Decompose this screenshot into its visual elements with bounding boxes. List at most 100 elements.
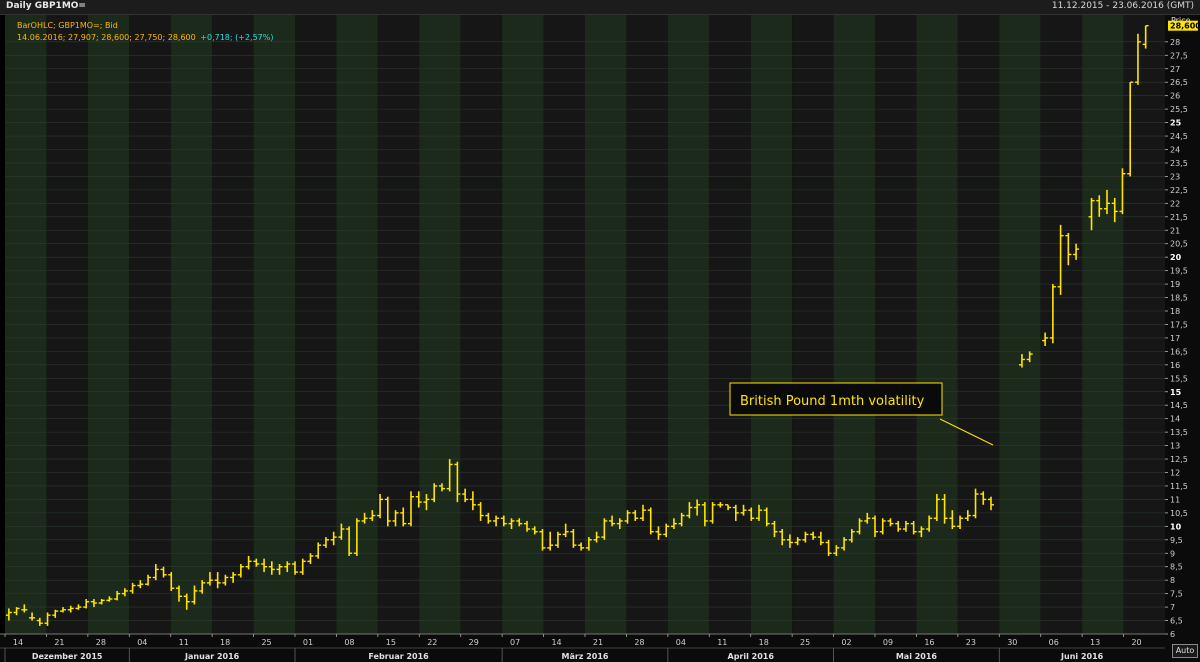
ohlc-bar xyxy=(377,494,384,519)
date-tick-label: 14 xyxy=(551,638,561,647)
ohlc-bar xyxy=(647,507,654,535)
ohlc-bar xyxy=(980,491,987,505)
ohlc-bar xyxy=(276,564,283,575)
last-price-label: 28,600 xyxy=(1170,22,1200,31)
ohlc-bar xyxy=(13,607,20,616)
ohlc-chart[interactable]: Price 6 6,5 7 7,5 8 8,5 9 9,5 10 10,5 11 11,5 12 12,5 1… xyxy=(0,15,1200,662)
price-tick-label: 17 xyxy=(1170,334,1180,343)
ohlc-bar xyxy=(90,599,97,608)
price-tick-label: 18 xyxy=(1170,307,1180,316)
date-tick-label: 11 xyxy=(179,638,189,647)
ohlc-bar xyxy=(261,558,268,573)
legend-ohlc-text: 14.06.2016; 27,907; 28,600; 27,750; 28,6… xyxy=(17,33,196,42)
ohlc-bar xyxy=(384,496,391,527)
ohlc-bar xyxy=(640,504,646,521)
price-tick-label: 12 xyxy=(1170,469,1180,478)
ohlc-bar xyxy=(83,599,90,609)
ohlc-bar xyxy=(524,520,530,532)
ohlc-bar xyxy=(856,518,863,535)
ohlc-bar xyxy=(75,604,82,610)
ohlc-bar xyxy=(941,494,948,524)
ohlc-bar xyxy=(206,572,213,586)
price-axis[interactable]: Price 6 6,5 7 7,5 8 8,5 9 9,5 10 10,5 11 11,5 12 12,5 1… xyxy=(1165,15,1200,662)
ohlc-bar xyxy=(578,542,585,551)
ohlc-bar xyxy=(763,507,770,527)
ohlc-bar xyxy=(106,596,113,602)
ohlc-bar xyxy=(230,572,237,583)
ohlc-bar xyxy=(1096,195,1103,217)
last-price-badge xyxy=(1168,20,1198,31)
date-tick-label: 02 xyxy=(841,638,851,647)
ohlc-bar xyxy=(268,561,275,575)
price-axis-panel xyxy=(1165,15,1200,662)
ohlc-bar xyxy=(338,523,345,540)
date-axis[interactable]: 14 21 28 04 11 18 25 01 08 15 22 29 07 14 21 28 04 11 18 25… xyxy=(0,633,1165,662)
ohlc-bar xyxy=(199,580,206,594)
price-axis-title: Price xyxy=(1171,16,1191,25)
ohlc-bar xyxy=(848,529,855,543)
price-tick-label: 14 xyxy=(1170,415,1180,424)
ohlc-bar xyxy=(1049,284,1056,344)
ohlc-bar xyxy=(129,582,136,594)
ohlc-bar xyxy=(392,510,399,527)
ohlc-bar xyxy=(60,607,66,613)
month-label: Juni 2016 xyxy=(1060,652,1104,661)
date-tick-label: 09 xyxy=(883,638,893,647)
ohlc-bar xyxy=(415,491,422,508)
ohlc-bar xyxy=(36,617,43,626)
price-tick-label: 23 xyxy=(1170,172,1180,181)
price-tick-label: 6 xyxy=(1170,630,1175,639)
ohlc-bar xyxy=(570,529,577,548)
ohlc-bar xyxy=(593,531,600,543)
price-tick-label: 6,5 xyxy=(1170,617,1183,626)
ohlc-bar xyxy=(562,523,569,538)
price-tick-label: 9 xyxy=(1170,549,1175,558)
ohlc-bar xyxy=(299,558,306,575)
ohlc-bar xyxy=(485,512,492,524)
ohlc-bar xyxy=(137,580,144,589)
ohlc-bar xyxy=(369,510,376,521)
price-tick-label: 20,5 xyxy=(1170,240,1188,249)
ohlc-bar xyxy=(408,491,414,527)
ohlc-bar xyxy=(779,529,786,546)
ohlc-bar xyxy=(183,593,190,610)
ohlc-bar xyxy=(330,531,337,546)
month-label: Mai 2016 xyxy=(896,652,938,661)
price-tick-label: 12,5 xyxy=(1170,455,1188,464)
ohlc-bar xyxy=(717,502,724,508)
ohlc-bar xyxy=(500,515,507,527)
date-tick-label: 04 xyxy=(137,638,147,647)
ohlc-bar xyxy=(655,526,662,540)
legend-change-text: +0,718; (+2,57%) xyxy=(200,33,273,42)
ohlc-bar xyxy=(539,529,546,551)
price-tick-label: 24 xyxy=(1170,146,1180,155)
ohlc-bar xyxy=(292,561,298,575)
ohlc-bars xyxy=(5,24,1149,626)
ohlc-bar xyxy=(52,609,59,618)
ohlc-bar xyxy=(508,518,515,530)
annotation-leader-line xyxy=(939,418,994,446)
ohlc-bar xyxy=(771,520,778,538)
annotation-callout[interactable]: British Pound 1mth volatility xyxy=(729,382,994,446)
month-label: Dezember 2015 xyxy=(32,652,103,661)
ohlc-bar xyxy=(5,608,12,621)
ohlc-bar xyxy=(1119,168,1126,215)
ohlc-bar xyxy=(694,499,701,516)
ohlc-bar xyxy=(114,590,121,601)
ohlc-bar xyxy=(516,518,523,527)
price-tick-label: 14,5 xyxy=(1170,401,1188,410)
price-tick-label: 27 xyxy=(1170,65,1180,74)
auto-scale-button[interactable]: Auto xyxy=(1172,644,1198,658)
price-tick-label: 26 xyxy=(1170,92,1180,101)
price-tick-label: 10 xyxy=(1170,522,1182,531)
ohlc-bar xyxy=(67,605,74,613)
ohlc-bar xyxy=(322,537,329,548)
ohlc-bar xyxy=(454,461,461,503)
price-tick-label: 9,5 xyxy=(1170,536,1183,545)
date-tick-label: 13 xyxy=(1090,638,1100,647)
date-tick-label: 21 xyxy=(593,638,603,647)
price-tick-label: 28 xyxy=(1170,38,1180,47)
ohlc-bar xyxy=(1026,351,1033,363)
ohlc-bar xyxy=(879,518,886,535)
legend-series-label: BarOHLC; GBP1MO=; Bid xyxy=(17,21,118,30)
